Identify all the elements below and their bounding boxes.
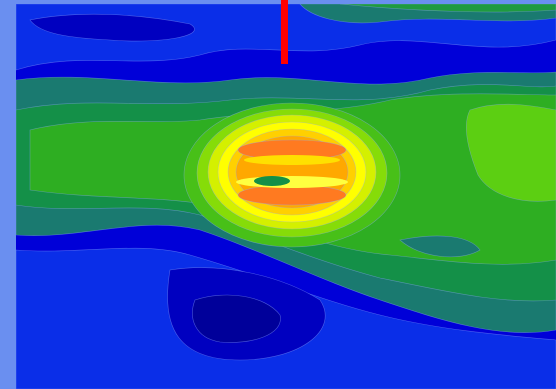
top-strip — [0, 0, 556, 4]
left-strip — [0, 0, 16, 389]
contour-band — [236, 176, 348, 188]
contour-band — [254, 176, 290, 186]
contour-band — [244, 155, 340, 165]
page: (() => { const data = JSON.parse(documen… — [0, 0, 556, 389]
contour-plot — [0, 0, 556, 389]
marker-line — [281, 0, 288, 64]
